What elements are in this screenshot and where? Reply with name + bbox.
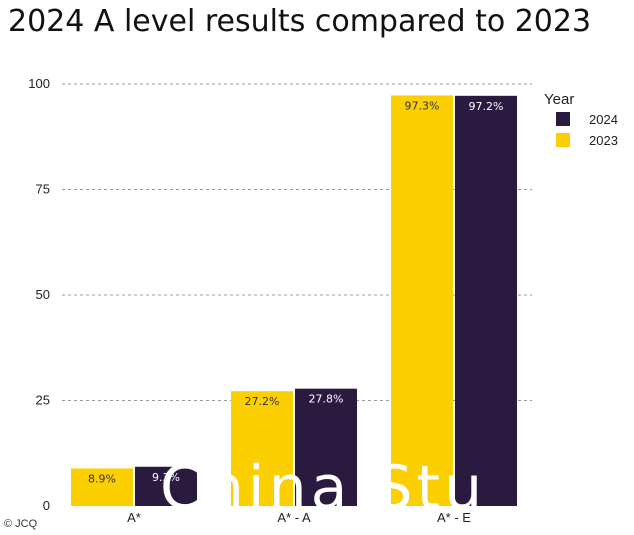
- bars: 8.9% 9.3% 27.2% 27.8% 97.3% 97.2%: [71, 95, 517, 507]
- source-credit: © JCQ: [4, 518, 38, 530]
- data-label: 27.2%: [245, 395, 280, 408]
- bar-2024: [135, 466, 197, 506]
- data-label: 97.2%: [469, 100, 504, 113]
- legend-title: Year: [544, 91, 574, 108]
- bar-2023: [231, 391, 293, 506]
- grid-lines: [62, 83, 532, 401]
- page-title: 2024 A level results compared to 2023: [8, 4, 592, 39]
- legend-swatch: [556, 112, 570, 126]
- data-label: 97.3%: [405, 99, 440, 112]
- y-tick-label: 25: [36, 393, 50, 408]
- y-tick-label: 100: [28, 76, 50, 91]
- y-tick-label: 0: [43, 498, 50, 513]
- data-label: 9.3%: [152, 471, 180, 484]
- x-axis-ticks: A* A* - A A* - E: [127, 510, 471, 525]
- x-tick-label: A* - A: [277, 510, 311, 525]
- data-label: 8.9%: [88, 472, 116, 485]
- y-tick-label: 75: [36, 182, 50, 197]
- x-tick-label: A* - E: [437, 510, 471, 525]
- bar-2023: [391, 95, 453, 507]
- legend: Year 2024 2023: [544, 91, 618, 148]
- legend-label: 2023: [589, 133, 618, 148]
- bar-2024: [295, 388, 357, 506]
- x-tick-label: A*: [127, 510, 141, 525]
- bar-2024: [455, 95, 517, 506]
- y-axis-ticks: 0 25 50 75 100: [28, 76, 50, 513]
- data-label: 27.8%: [309, 393, 344, 406]
- legend-swatch: [556, 133, 570, 147]
- y-tick-label: 50: [36, 287, 50, 302]
- legend-label: 2024: [589, 112, 618, 127]
- bar-2023: [71, 468, 133, 506]
